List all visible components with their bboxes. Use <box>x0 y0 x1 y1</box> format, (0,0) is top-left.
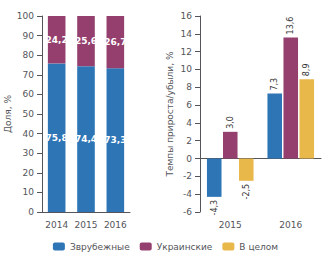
svg-text:8,9: 8,9 <box>302 64 311 77</box>
svg-text:14: 14 <box>181 29 193 39</box>
svg-text:-2: -2 <box>183 171 192 181</box>
svg-text:2015: 2015 <box>219 220 242 230</box>
svg-text:Украинские: Украинские <box>157 242 213 252</box>
svg-text:4: 4 <box>186 118 192 128</box>
svg-text:16: 16 <box>181 11 193 21</box>
svg-text:74,4: 74,4 <box>75 134 97 144</box>
svg-text:70: 70 <box>23 70 35 80</box>
svg-text:26,7: 26,7 <box>104 37 126 47</box>
svg-text:-6: -6 <box>183 207 192 217</box>
svg-text:10: 10 <box>181 64 193 74</box>
svg-text:80: 80 <box>23 50 35 60</box>
svg-text:2: 2 <box>186 136 192 146</box>
svg-text:12: 12 <box>181 47 192 57</box>
svg-text:2016: 2016 <box>104 220 127 230</box>
svg-text:-4: -4 <box>183 189 192 199</box>
svg-text:13,6: 13,6 <box>286 17 295 35</box>
svg-text:0: 0 <box>186 154 192 164</box>
svg-text:Зврубежные: Зврубежные <box>70 242 130 252</box>
svg-text:6: 6 <box>186 100 192 110</box>
svg-text:8: 8 <box>186 82 192 92</box>
svg-text:30: 30 <box>23 148 35 158</box>
svg-text:60: 60 <box>23 89 35 99</box>
svg-text:0: 0 <box>28 207 34 217</box>
svg-text:7,3: 7,3 <box>270 78 279 91</box>
svg-text:2015: 2015 <box>75 220 98 230</box>
svg-text:73,3: 73,3 <box>104 135 126 145</box>
svg-text:50: 50 <box>23 109 35 119</box>
svg-text:-2,5: -2,5 <box>242 184 251 200</box>
svg-text:24,2: 24,2 <box>46 35 68 45</box>
svg-text:40: 40 <box>23 129 35 139</box>
svg-text:100: 100 <box>17 11 34 21</box>
svg-text:75,8: 75,8 <box>46 133 68 143</box>
svg-text:20: 20 <box>23 168 35 178</box>
svg-text:2016: 2016 <box>279 220 302 230</box>
svg-text:-4,3: -4,3 <box>210 200 219 216</box>
svg-text:10: 10 <box>23 187 35 197</box>
svg-text:В целом: В целом <box>239 242 278 252</box>
svg-text:2014: 2014 <box>45 220 68 230</box>
svg-text:90: 90 <box>23 31 35 41</box>
svg-text:Доля, %: Доля, % <box>3 95 13 133</box>
svg-text:3,0: 3,0 <box>226 116 235 129</box>
svg-text:25,6: 25,6 <box>75 36 97 46</box>
svg-text:Темпы прироста/убыли, %: Темпы прироста/убыли, % <box>165 51 175 177</box>
